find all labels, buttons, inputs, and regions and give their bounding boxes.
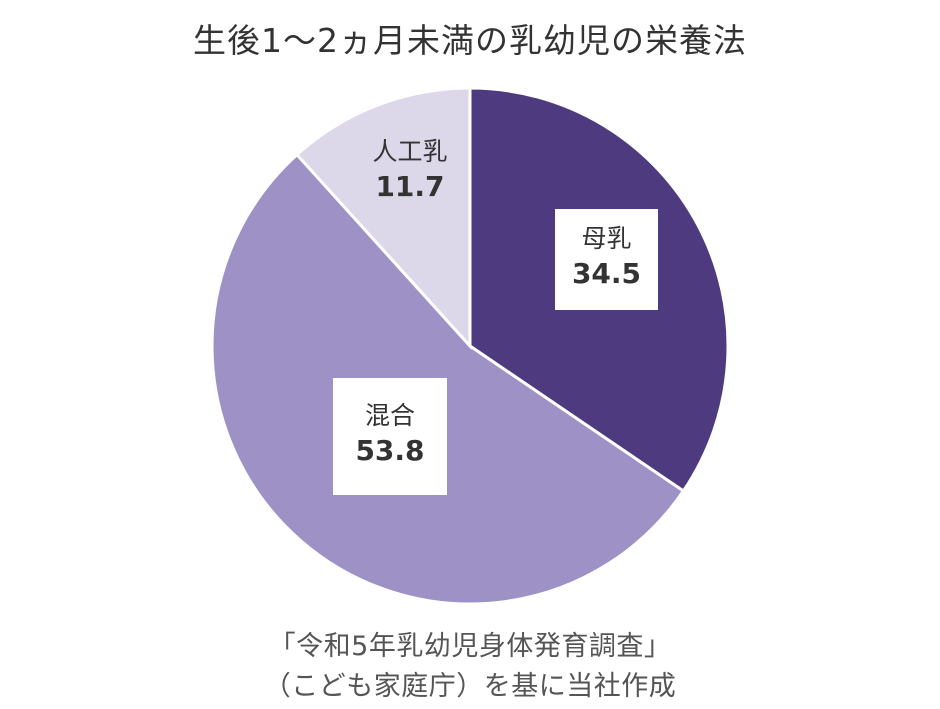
label-formula: 人工乳 11.7: [360, 136, 460, 206]
label-mixed-value: 53.8: [355, 434, 425, 467]
label-mixed: 混合 53.8: [333, 378, 447, 495]
label-formula-value: 11.7: [375, 170, 445, 203]
label-mixed-name: 混合: [364, 401, 415, 430]
label-breastmilk: 母乳 34.5: [555, 209, 658, 310]
pie-slice-formula: [294, 86, 472, 350]
label-formula-name: 人工乳: [372, 137, 448, 166]
pie-slice-mixed: [210, 152, 686, 606]
chart-title: 生後1〜2ヵ月未満の乳幼児の栄養法: [193, 21, 747, 60]
source-line-1: 「令和5年乳幼児身体発育調査」: [268, 631, 672, 662]
label-breastmilk-value: 34.5: [571, 257, 642, 290]
source-line-2: （こども家庭庁）を基に当社作成: [263, 671, 677, 702]
label-breastmilk-name: 母乳: [581, 224, 632, 253]
